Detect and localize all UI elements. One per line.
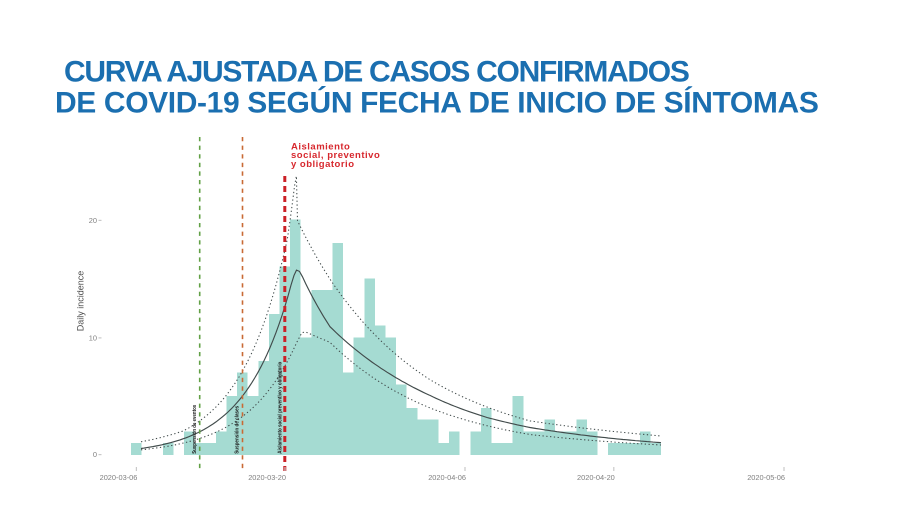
svg-text:2020-04-06: 2020-04-06 <box>428 473 466 482</box>
svg-text:Suspensión de eventos: Suspensión de eventos <box>192 405 198 454</box>
svg-text:DE COVID-19 SEGÚN FECHA DE INI: DE COVID-19 SEGÚN FECHA DE INICIO DE SÍN… <box>55 85 818 119</box>
svg-text:2020-04-20: 2020-04-20 <box>577 473 615 482</box>
svg-text:0: 0 <box>93 450 97 459</box>
svg-text:Suspensión de clases: Suspensión de clases <box>235 406 241 454</box>
svg-text:Aislamiento social preventivo: Aislamiento social preventivo y obligato… <box>277 362 283 454</box>
svg-text:Aislamiento: Aislamiento <box>291 141 350 152</box>
svg-text:social, preventivo: social, preventivo <box>291 150 380 161</box>
svg-text:Daily incidence: Daily incidence <box>76 271 86 332</box>
svg-text:2020-05-06: 2020-05-06 <box>747 473 785 482</box>
svg-text:y obligatorio: y obligatorio <box>291 159 355 170</box>
svg-text:10: 10 <box>89 334 97 343</box>
svg-text:2020-03-06: 2020-03-06 <box>100 473 138 482</box>
svg-text:20: 20 <box>89 216 97 225</box>
svg-text:2020-03-20: 2020-03-20 <box>248 473 286 482</box>
svg-text:CURVA AJUSTADA DE CASOS CONFIR: CURVA AJUSTADA DE CASOS CONFIRMADOS <box>64 56 689 89</box>
